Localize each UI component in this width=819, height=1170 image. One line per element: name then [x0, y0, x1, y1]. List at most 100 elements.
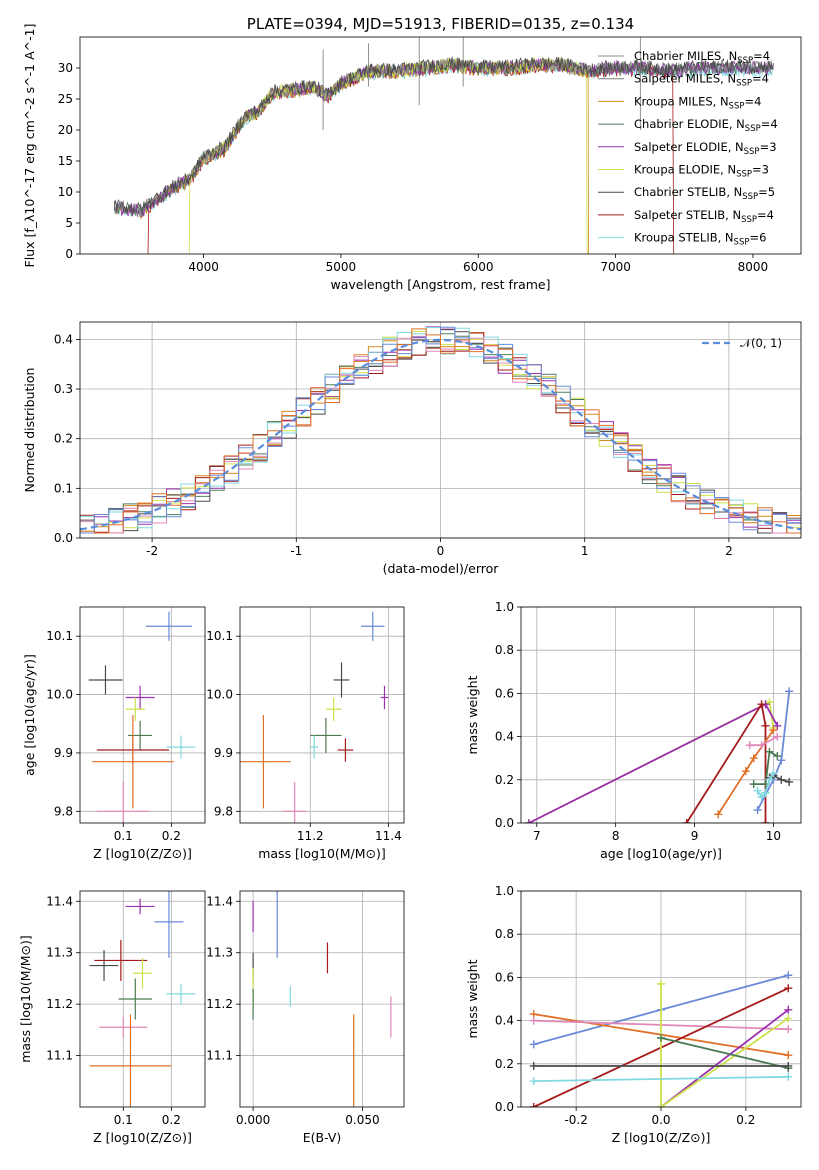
y-tick-label: 0.3	[54, 382, 73, 396]
mass-weight-marker	[784, 1005, 793, 1014]
error-point	[240, 715, 291, 809]
mass-weight-marker	[761, 721, 770, 730]
mass-weight-marker	[769, 769, 778, 778]
mass-weight-marker	[524, 819, 533, 823]
grid	[80, 607, 205, 823]
error-point	[325, 697, 342, 721]
y-tick-label: 9.8	[214, 804, 233, 818]
mass-weight-marker	[785, 777, 794, 786]
error-point	[282, 782, 307, 823]
legend-entry: Chabrier MILES, NSSP=4	[634, 49, 770, 66]
grid	[240, 891, 404, 1107]
axes-frame	[239, 606, 405, 824]
x-axis-label: wavelength [Angstrom, rest frame]	[330, 277, 550, 292]
x-axis-label: Z [log10(Z/Z⊙)]	[612, 1130, 711, 1145]
error-point	[99, 1017, 148, 1038]
error-point	[166, 983, 196, 1005]
spectrum-line	[113, 59, 589, 254]
mass-weight-marker	[773, 752, 782, 761]
mass-weight-marker	[529, 1103, 538, 1107]
y-tick-label: 11.3	[46, 946, 73, 960]
mass-weight-line	[533, 1075, 789, 1082]
x-axis-label: Z [log10(Z/Z⊙)]	[93, 1130, 192, 1145]
panel-age_vs_Z: 0.1 0.2 9.8 9.9 10.0 10.1 Z [log10(Z/Z⊙)] age […	[22, 606, 206, 861]
panel-mass_vs_Z: 0.1 0.2 11.1 11.2 11.3 11.4 Z [log10(Z/Z⊙)] mas…	[18, 890, 206, 1145]
y-tick-label: 10	[58, 185, 73, 199]
error-point	[310, 717, 342, 753]
mass-weight-marker	[773, 732, 782, 741]
mass-weight-marker	[714, 810, 723, 819]
y-axis-label: age [log10(age/yr)]	[22, 654, 37, 776]
mass-weight-marker	[757, 793, 766, 802]
plot-area	[80, 326, 801, 534]
axes-frame	[79, 606, 206, 824]
mass-weight-line	[660, 983, 789, 1107]
mass-weight-marker	[741, 767, 750, 776]
error-point	[333, 662, 350, 698]
y-tick-label: 0.6	[495, 970, 514, 984]
x-tick-label: -0.2	[564, 1113, 587, 1127]
mass-weight-marker	[682, 819, 691, 823]
x-tick-label: 11.2	[297, 829, 324, 843]
mass-weight-line	[528, 703, 779, 823]
y-tick-label: 5	[65, 216, 73, 230]
mass-weight-marker	[753, 786, 762, 795]
error-point	[132, 957, 153, 989]
panel-mass_weight_vs_age: 7 8 9 10 0.0 0.2 0.4 0.6 0.8 1.0 age [log10(age/yr…	[465, 600, 802, 861]
mass-weight-marker	[777, 756, 786, 765]
mass-weight-marker	[769, 726, 778, 735]
mass-weight-marker	[784, 1014, 793, 1023]
legend-entry: Salpeter ELODIE, NSSP=3	[634, 140, 777, 157]
x-axis-label: age [log10(age/yr)]	[600, 846, 722, 861]
y-tick-label: 0.1	[54, 481, 73, 495]
error-point	[96, 782, 150, 823]
x-tick-label: 4000	[188, 260, 219, 274]
y-axis-label: Normed distribution	[22, 368, 37, 493]
y-tick-label: 9.9	[214, 746, 233, 760]
y-tick-label: 0.8	[495, 643, 514, 657]
y-tick-label: 10.0	[46, 688, 73, 702]
panel-residuals: -2 -1 0 1 2 0.0 0.1 0.2 0.3 0.4 (data-model)/error…	[22, 321, 802, 576]
x-tick-label: 7000	[600, 260, 631, 274]
x-axis-label: E(B-V)	[303, 1130, 342, 1145]
plot-area	[524, 687, 794, 823]
y-tick-label: 11.1	[206, 1049, 233, 1063]
x-tick-label: -2	[146, 544, 158, 558]
mass-weight-marker	[749, 754, 758, 763]
x-tick-label: -1	[290, 544, 302, 558]
y-tick-label: 9.9	[54, 746, 73, 760]
mass-weight-line	[660, 1037, 789, 1069]
x-tick-label: 7	[533, 829, 541, 843]
spectrum-line	[188, 56, 588, 254]
y-tick-label: 0.0	[495, 816, 514, 830]
x-tick-label: 0.000	[236, 1113, 270, 1127]
y-tick-label: 0.2	[54, 432, 73, 446]
x-tick-label: 8	[612, 829, 620, 843]
y-tick-label: 11.3	[206, 946, 233, 960]
x-tick-label: 0.2	[736, 1113, 755, 1127]
mass-weight-marker	[529, 1077, 538, 1086]
mass-weight-marker	[765, 747, 774, 756]
mass-weight-marker	[765, 775, 774, 784]
x-tick-label: 9	[691, 829, 699, 843]
panel-age_vs_mass: 11.2 11.4 9.8 9.9 10.0 10.1 mass [log10(M/M⊙)]	[206, 606, 405, 861]
plot-area	[252, 891, 392, 1107]
legend: Chabrier MILES, NSSP=4 Salpeter MILES, NS…	[598, 49, 778, 248]
y-tick-label: 0.6	[495, 686, 514, 700]
x-tick-label: 0.1	[114, 829, 133, 843]
plot-area	[240, 611, 389, 823]
error-point	[89, 950, 119, 981]
mass-weight-marker	[777, 775, 786, 784]
mass-weight-marker	[657, 979, 665, 988]
y-tick-label: 11.2	[46, 997, 73, 1011]
mass-weight-marker	[784, 984, 793, 993]
histogram-step	[80, 328, 801, 534]
x-tick-label: 11.4	[375, 829, 402, 843]
panel-spectrum: 4000 5000 6000 7000 8000 0 5 10 15 20 25 30 waveleng…	[22, 15, 802, 292]
y-tick-label: 30	[58, 61, 73, 75]
x-axis-label: (data-model)/error	[383, 561, 500, 576]
x-tick-label: 0.1	[114, 1113, 133, 1127]
legend-entry: Kroupa STELIB, NSSP=6	[634, 231, 766, 248]
spectrum-line	[147, 59, 675, 254]
error-point	[88, 665, 123, 695]
